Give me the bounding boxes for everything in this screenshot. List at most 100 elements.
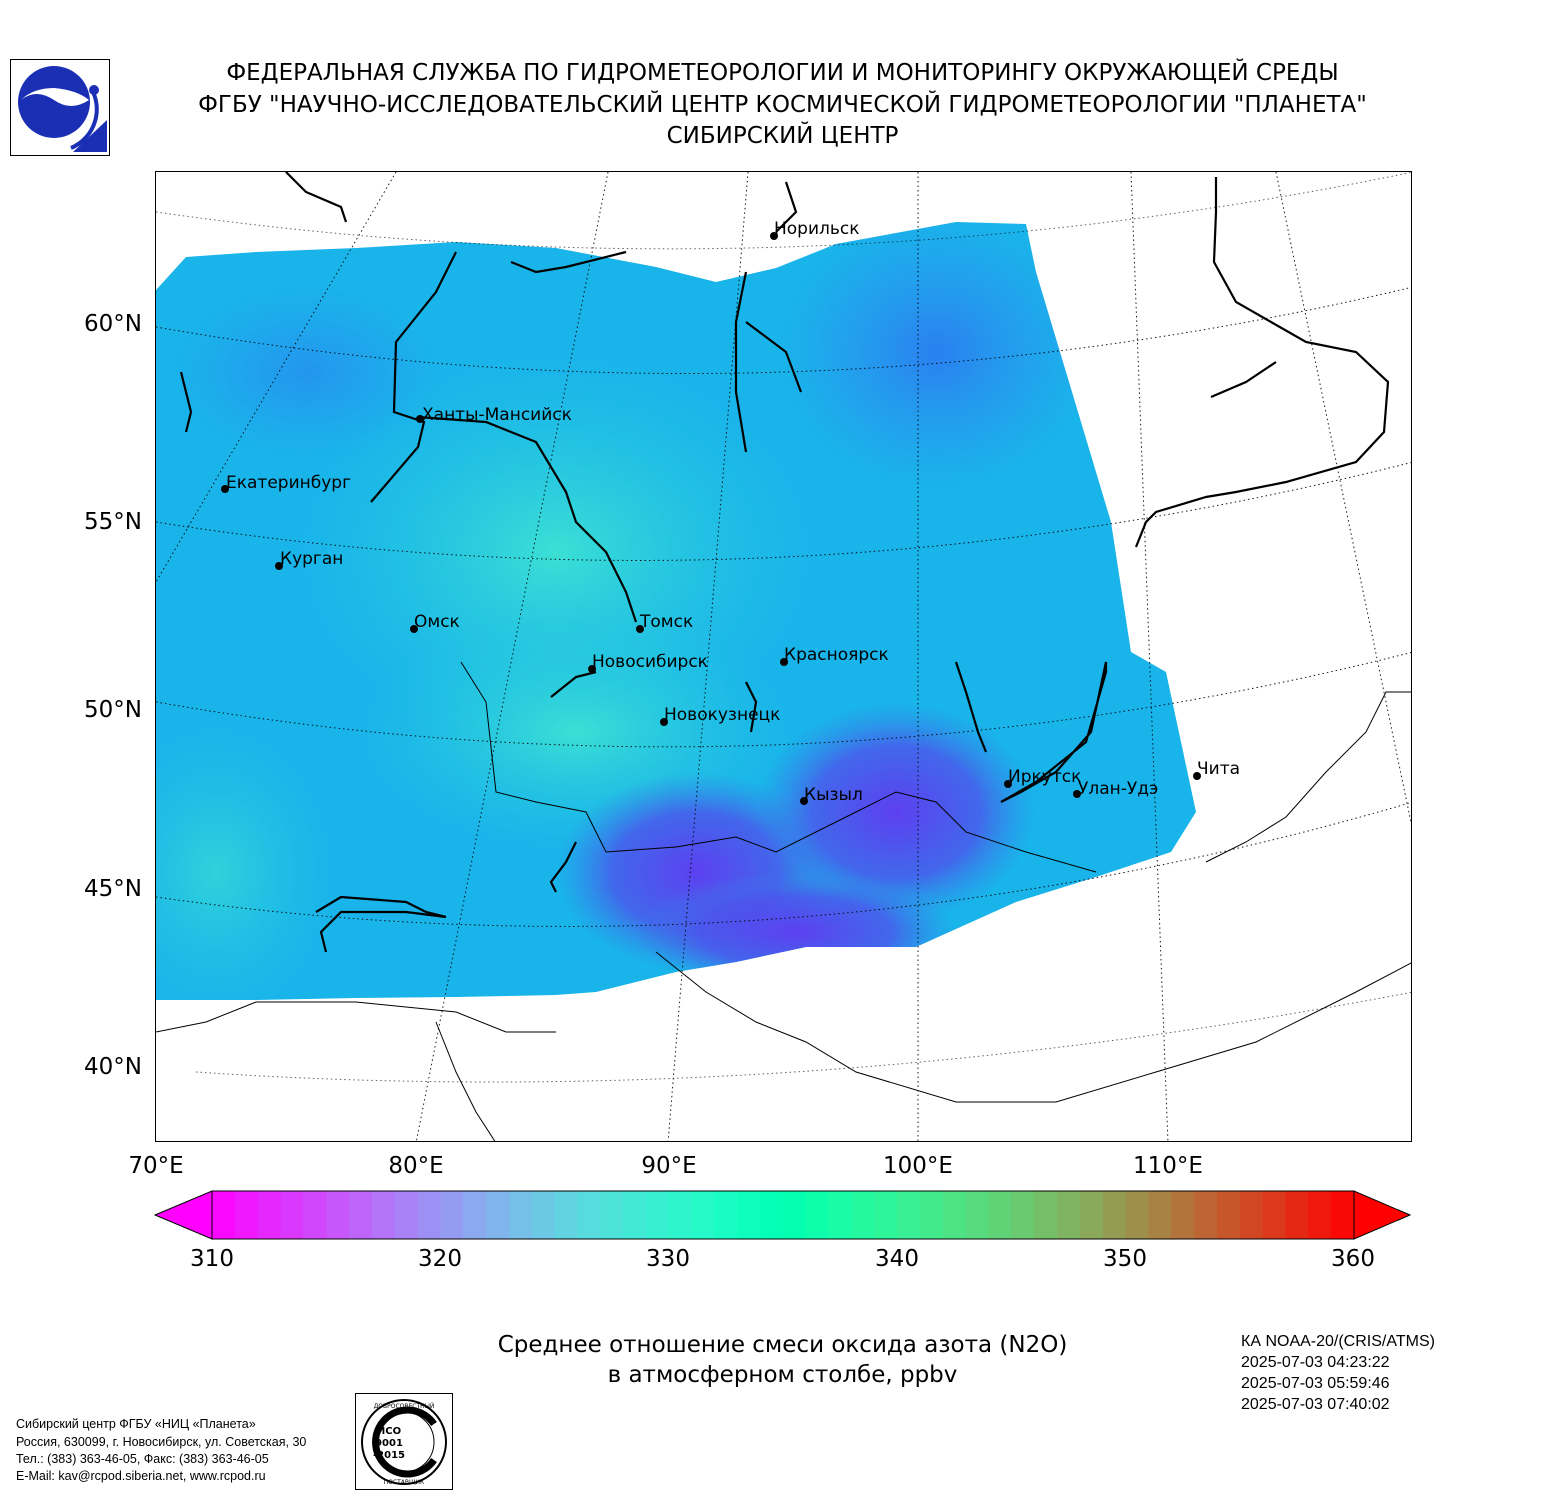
city-label-tomsk: Томск <box>640 612 694 632</box>
product-title-line-2: в атмосферном столбе, ppbv <box>607 1362 958 1388</box>
colorbar-segment <box>714 1191 738 1239</box>
colorbar-segment <box>234 1191 259 1239</box>
city-dot-norilsk <box>770 232 778 240</box>
colorbar-segment <box>828 1191 853 1239</box>
footer-line-1: Сибирский центр ФГБУ «НИЦ «Планета» <box>16 1417 256 1431</box>
colorbar-segment <box>1148 1191 1172 1239</box>
city-label-ekaterinburg: Екатеринбург <box>226 473 352 493</box>
pass-time-2: 2025-07-03 05:59:46 <box>1241 1375 1390 1392</box>
colorbar-extend-low <box>153 1190 213 1240</box>
header-line-1: ФЕДЕРАЛЬНАЯ СЛУЖБА ПО ГИДРОМЕТЕОРОЛОГИИ … <box>226 60 1339 86</box>
lon-label-110: 110°E <box>1133 1153 1203 1179</box>
colorbar-segment <box>668 1191 693 1239</box>
city-dot-krasnoyarsk <box>780 658 788 666</box>
colorbar-segment <box>531 1191 556 1239</box>
colorbar-segment <box>600 1191 624 1239</box>
colorbar-segment <box>783 1191 807 1239</box>
city-dot-kurgan <box>275 562 283 570</box>
colorbar-tick-350: 350 <box>1103 1246 1147 1272</box>
city-dot-chita <box>1193 772 1201 780</box>
header-line-2: ФГБУ "НАУЧНО-ИССЛЕДОВАТЕЛЬСКИЙ ЦЕНТР КОС… <box>198 92 1367 118</box>
lon-label-90: 90°E <box>641 1153 697 1179</box>
city-label-novosibirsk: Новосибирск <box>592 652 708 672</box>
colorbar-tick-320: 320 <box>418 1246 462 1272</box>
city-dot-ulan-ude <box>1073 790 1081 798</box>
city-label-omsk: Омск <box>414 612 460 632</box>
colorbar-segment <box>508 1191 533 1239</box>
colorbar-segment <box>349 1191 373 1239</box>
colorbar-segment <box>623 1191 647 1239</box>
colorbar-segment <box>691 1191 716 1239</box>
colorbar-tick-340: 340 <box>875 1246 919 1272</box>
pass-time-3: 2025-07-03 07:40:02 <box>1241 1396 1390 1413</box>
footer-line-2: Россия, 630099, г. Новосибирск, ул. Сове… <box>16 1435 307 1449</box>
city-label-novokuznetsk: Новокузнецк <box>664 705 781 725</box>
n2o-map: Норильск Ханты-Мансийск Екатеринбург Кур… <box>155 171 1412 1142</box>
lon-label-80: 80°E <box>388 1153 444 1179</box>
city-dot-novosibirsk <box>588 665 596 673</box>
colorbar-segment <box>326 1191 350 1239</box>
colorbar-segment <box>303 1191 327 1239</box>
svg-text:9001: 9001 <box>375 1438 403 1449</box>
colorbar-segment <box>805 1191 830 1239</box>
city-label-irkutsk: Иркутск <box>1008 767 1082 787</box>
footer-line-4: E-Mail: kav@rcpod.siberia.net, www.rcpod… <box>16 1469 266 1483</box>
svg-text:ДОБРОСОВЕСТНЫЙ: ДОБРОСОВЕСТНЫЙ <box>374 1403 435 1410</box>
lat-label-40: 40°N <box>84 1054 142 1080</box>
colorbar-segment <box>1125 1191 1150 1239</box>
colorbar-segment <box>988 1191 1012 1239</box>
svg-text:ПОСТАВЩИК: ПОСТАВЩИК <box>384 1479 425 1486</box>
city-label-krasnoyarsk: Красноярск <box>784 645 889 665</box>
colorbar-segment <box>897 1191 921 1239</box>
colorbar-segment <box>1011 1191 1035 1239</box>
colorbar-segment <box>394 1191 419 1239</box>
city-dot-kyzyl <box>800 797 808 805</box>
lon-label-70: 70°E <box>128 1153 184 1179</box>
colorbar-segment <box>486 1191 510 1239</box>
colorbar-segment <box>257 1191 282 1239</box>
city-label-ulan-ude: Улан-Удэ <box>1078 779 1159 799</box>
city-label-chita: Чита <box>1197 759 1241 779</box>
product-title-line-1: Среднее отношение смеси оксида азота (N2… <box>497 1332 1068 1358</box>
pass-time-1: 2025-07-03 04:23:22 <box>1241 1354 1390 1371</box>
colorbar-segment <box>1057 1191 1081 1239</box>
colorbar-tick-330: 330 <box>646 1246 690 1272</box>
colorbar-segment <box>1079 1191 1104 1239</box>
colorbar-segment <box>1331 1191 1355 1239</box>
colorbar-segment <box>920 1191 944 1239</box>
colorbar-tick-360: 360 <box>1331 1246 1375 1272</box>
colorbar-segment <box>1262 1191 1287 1239</box>
city-label-khanty-mansiysk: Ханты-Мансийск <box>422 405 572 425</box>
footer-line-3: Тел.: (383) 363-46-05, Факс: (383) 363-4… <box>16 1452 269 1466</box>
colorbar-segment <box>463 1191 487 1239</box>
colorbar-segment <box>942 1191 967 1239</box>
city-label-norilsk: Норильск <box>774 219 860 239</box>
lat-label-55: 55°N <box>84 509 142 535</box>
colorbar-segment <box>874 1191 898 1239</box>
colorbar-segment <box>1194 1191 1218 1239</box>
colorbar-extend-high <box>1353 1190 1412 1240</box>
colorbar-segment <box>371 1191 396 1239</box>
colorbar-segment <box>1102 1191 1127 1239</box>
svg-text:ИСО: ИСО <box>377 1426 401 1437</box>
city-label-kurgan: Курган <box>280 549 344 569</box>
colorbar-segment <box>737 1191 761 1239</box>
city-dot-irkutsk <box>1004 780 1012 788</box>
satellite-name: КА NOAA-20/(CRIS/ATMS) <box>1241 1333 1435 1350</box>
planeta-logo <box>10 59 110 156</box>
lat-label-60: 60°N <box>84 311 142 337</box>
colorbar-segment <box>760 1191 784 1239</box>
lon-label-100: 100°E <box>883 1153 953 1179</box>
colorbar-segment <box>417 1191 441 1239</box>
lat-label-50: 50°N <box>84 697 142 723</box>
city-dot-tomsk <box>636 625 644 633</box>
iso-9001-badge: ИСО 9001 -2015 ДОБРОСОВЕСТНЫЙ ПОСТАВЩИК <box>355 1393 453 1490</box>
city-dot-omsk <box>410 625 418 633</box>
colorbar-segment <box>1239 1191 1264 1239</box>
colorbar-segment <box>554 1191 579 1239</box>
colorbar-segment <box>1034 1191 1058 1239</box>
colorbar-segment <box>965 1191 990 1239</box>
colorbar-segment <box>1308 1191 1332 1239</box>
header-line-3: СИБИРСКИЙ ЦЕНТР <box>666 123 899 149</box>
colorbar-tick-310: 310 <box>190 1246 234 1272</box>
